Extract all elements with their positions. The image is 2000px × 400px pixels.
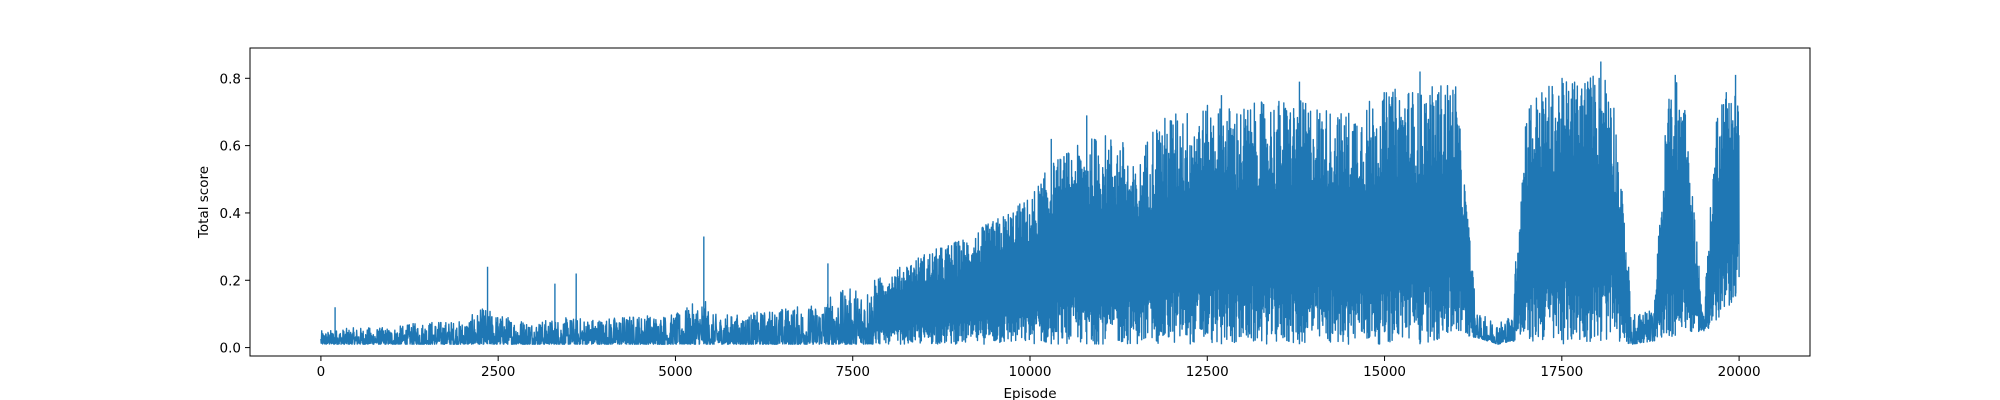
y-tick-label: 0.4 [220,206,241,222]
y-axis: 0.0 0.2 0.4 0.6 0.8 [220,71,250,357]
plot-area [320,61,1740,345]
x-tick-label: 7500 [836,364,870,380]
score-series-line [320,61,1740,345]
x-tick-label: 0 [317,364,326,380]
x-tick-label: 5000 [658,364,692,380]
x-tick-label: 10000 [1009,364,1052,380]
y-tick-label: 0.8 [220,71,241,87]
x-axis-label: Episode [1003,386,1056,400]
y-tick-label: 0.6 [220,139,241,155]
x-axis: 0 2500 5000 7500 10000 12500 15000 17500 20000 [317,356,1761,380]
x-tick-label: 15000 [1363,364,1406,380]
x-tick-label: 2500 [481,364,515,380]
y-tick-label: 0.2 [220,273,241,289]
x-tick-label: 12500 [1186,364,1229,380]
x-tick-label: 17500 [1540,364,1583,380]
y-axis-label: Total score [196,166,212,239]
y-tick-label: 0.0 [220,341,241,357]
x-tick-label: 20000 [1718,364,1761,380]
